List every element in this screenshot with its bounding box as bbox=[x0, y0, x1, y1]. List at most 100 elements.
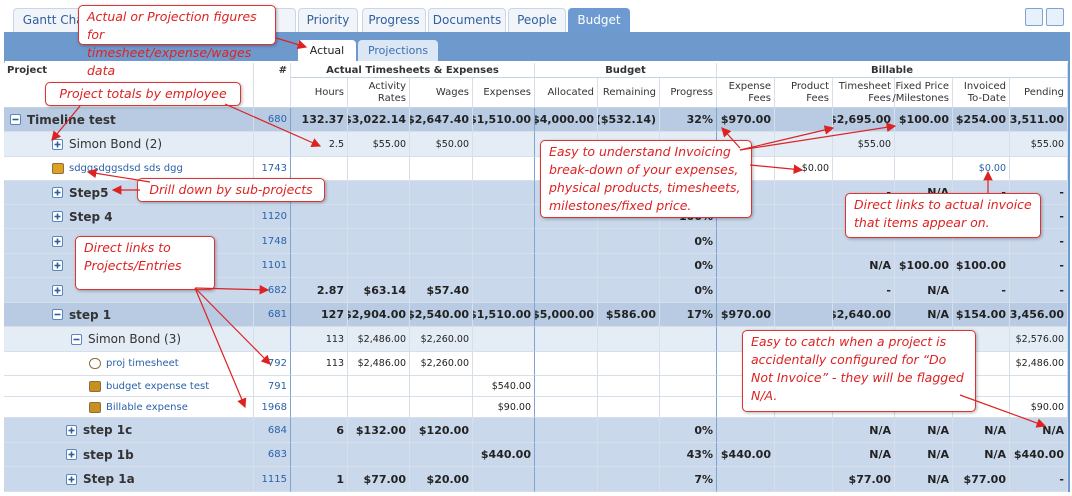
row-id[interactable]: 792 bbox=[254, 352, 291, 376]
cell: $440.00 bbox=[473, 443, 535, 467]
expand-toggle[interactable] bbox=[52, 260, 63, 271]
cell: $55.00 bbox=[833, 132, 895, 157]
row-id[interactable] bbox=[254, 327, 291, 352]
expand-toggle[interactable] bbox=[66, 449, 77, 460]
cell: 17% bbox=[660, 303, 717, 327]
cell: $4,000.00 bbox=[535, 108, 598, 132]
cell: $1,510.00 bbox=[473, 303, 535, 327]
print-button[interactable] bbox=[1046, 8, 1064, 26]
expand-toggle[interactable] bbox=[52, 284, 63, 296]
row-label[interactable]: Billable expense bbox=[106, 402, 188, 413]
cell: - bbox=[1010, 278, 1068, 303]
row-id[interactable]: 1115 bbox=[254, 467, 291, 492]
expand-toggle[interactable] bbox=[52, 309, 63, 320]
expand-toggle[interactable] bbox=[52, 211, 63, 222]
cell bbox=[473, 327, 535, 352]
row-id[interactable]: 791 bbox=[254, 376, 291, 397]
row-id[interactable]: 683 bbox=[254, 443, 291, 467]
cell: 2.5 bbox=[291, 132, 348, 157]
row-label-cell bbox=[4, 376, 254, 397]
row-label: step 1c bbox=[83, 423, 133, 437]
row-id[interactable]: 1748 bbox=[254, 229, 291, 254]
row-id[interactable]: 681 bbox=[254, 303, 291, 327]
cell bbox=[410, 254, 473, 278]
cell bbox=[473, 157, 535, 181]
cell: $90.00 bbox=[1010, 397, 1068, 418]
cell bbox=[535, 327, 598, 352]
cell: $2,695.00 bbox=[833, 108, 895, 132]
cell: $100.00 bbox=[895, 254, 953, 278]
callout: Direct links to actual invoice that item… bbox=[845, 193, 1041, 238]
column-header: Hours bbox=[291, 78, 348, 108]
row-id[interactable]: 1968 bbox=[254, 397, 291, 418]
callout: Drill down by sub-projects bbox=[137, 178, 325, 202]
subtab[interactable]: Projections bbox=[358, 40, 438, 61]
cell: $2,260.00 bbox=[410, 327, 473, 352]
callout: Direct links to Projects/Entries bbox=[75, 236, 215, 290]
row-label[interactable]: sdggsdggsdsd sds dgg bbox=[69, 163, 183, 174]
row-id[interactable]: 684 bbox=[254, 418, 291, 443]
row-label-cell bbox=[4, 108, 254, 132]
column-header: Allocated bbox=[535, 78, 598, 108]
cell: $5,000.00 bbox=[535, 303, 598, 327]
toggle-glyph bbox=[68, 451, 75, 458]
cell bbox=[660, 397, 717, 418]
expand-button[interactable] bbox=[1025, 8, 1043, 26]
row-label[interactable]: proj timesheet bbox=[106, 358, 179, 369]
tab[interactable]: Priority bbox=[298, 8, 358, 32]
cell: N/A bbox=[895, 418, 953, 443]
expand-toggle[interactable] bbox=[66, 473, 77, 485]
column-header: Wages bbox=[410, 78, 473, 108]
cell: $540.00 bbox=[473, 376, 535, 397]
expand-toggle[interactable] bbox=[52, 138, 63, 150]
entry-icon bbox=[52, 163, 64, 174]
cell bbox=[660, 352, 717, 376]
column-header: Timesheet Fees bbox=[833, 78, 895, 108]
header-group: Billable bbox=[717, 63, 1068, 78]
cell bbox=[535, 443, 598, 467]
row-id[interactable]: 680 bbox=[254, 108, 291, 132]
expand-toggle[interactable] bbox=[52, 187, 63, 198]
cell bbox=[410, 376, 473, 397]
expand-toggle[interactable] bbox=[52, 235, 63, 247]
row-id[interactable] bbox=[254, 132, 291, 157]
cell bbox=[348, 397, 410, 418]
cell: $2,640.00 bbox=[833, 303, 895, 327]
tab[interactable]: Progress bbox=[362, 8, 426, 32]
tab[interactable]: People bbox=[508, 8, 566, 32]
tab[interactable]: Documents bbox=[428, 8, 506, 32]
subtab[interactable]: Actual bbox=[298, 40, 356, 61]
row-id[interactable]: 1743 bbox=[254, 157, 291, 181]
cell bbox=[473, 467, 535, 492]
row-label-cell bbox=[4, 418, 254, 443]
row-id[interactable]: 1120 bbox=[254, 205, 291, 229]
cell: N/A bbox=[895, 278, 953, 303]
cell: - bbox=[833, 278, 895, 303]
entry-icon bbox=[89, 380, 101, 392]
callout: Project totals by employee bbox=[45, 82, 241, 106]
expand-toggle[interactable] bbox=[10, 114, 21, 125]
cell: $90.00 bbox=[473, 397, 535, 418]
cell bbox=[535, 278, 598, 303]
cell bbox=[535, 467, 598, 492]
row-label[interactable]: budget expense test bbox=[106, 381, 210, 392]
cell[interactable]: $0.00 bbox=[953, 157, 1010, 181]
expand-toggle[interactable] bbox=[71, 333, 82, 345]
cell bbox=[410, 443, 473, 467]
row-id[interactable]: 1101 bbox=[254, 254, 291, 278]
cell bbox=[775, 278, 833, 303]
toggle-glyph bbox=[54, 262, 61, 269]
cell: 32% bbox=[660, 108, 717, 132]
cell: - bbox=[1010, 254, 1068, 278]
tab[interactable]: Budget bbox=[568, 8, 630, 32]
cell: N/A bbox=[953, 418, 1010, 443]
row-label: step 1 bbox=[69, 308, 112, 322]
toggle-glyph bbox=[54, 141, 61, 147]
cell bbox=[410, 397, 473, 418]
expand-toggle[interactable] bbox=[66, 424, 77, 436]
cell: $1,510.00 bbox=[473, 108, 535, 132]
row-id[interactable]: 682 bbox=[254, 278, 291, 303]
cell: $2,486.00 bbox=[1010, 352, 1068, 376]
cell: $63.14 bbox=[348, 278, 410, 303]
row-label: Simon Bond (3) bbox=[88, 332, 182, 346]
